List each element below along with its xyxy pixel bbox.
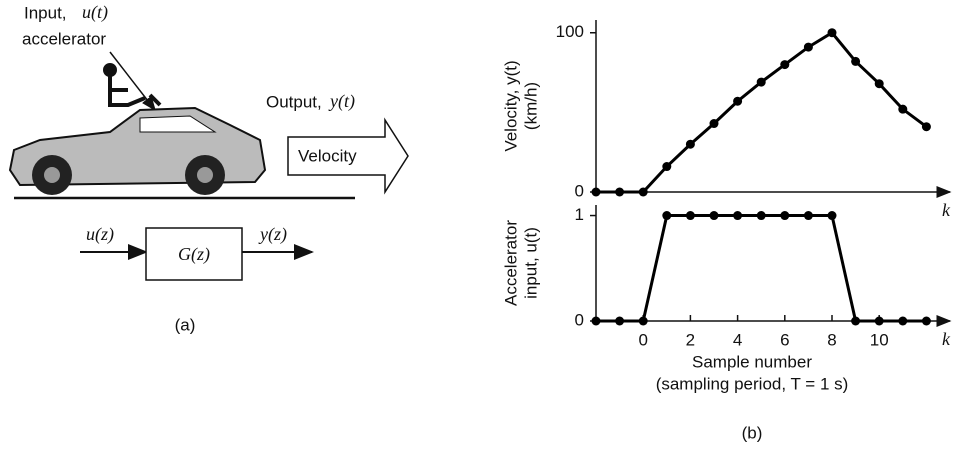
x-axis-label: k [942, 329, 951, 349]
x-tick-label: 4 [733, 330, 742, 349]
data-point [615, 316, 625, 326]
car-window [139, 115, 217, 133]
pointer [109, 51, 156, 112]
data-point [874, 316, 884, 326]
velocity-arrow [287, 117, 409, 195]
x-tick-label: 0 [638, 330, 647, 349]
driver [103, 63, 182, 122]
x-axis-note: Sample number [692, 352, 812, 371]
data-point [638, 187, 648, 197]
data-point [827, 211, 837, 221]
data-point [827, 28, 837, 38]
x-tick-label: 2 [686, 330, 695, 349]
data-point [898, 316, 908, 326]
data-point [733, 96, 743, 106]
data-point [921, 316, 931, 326]
y-axis-label: input, u(t) [521, 227, 540, 299]
input-var: u(t) [82, 2, 108, 23]
data-line [596, 30, 928, 194]
input-sub: accelerator [22, 29, 106, 48]
data-point [662, 211, 672, 221]
caption: (a) [175, 315, 196, 334]
data-point [851, 56, 861, 66]
x-axis-note: (sampling period, T = 1 s) [656, 374, 849, 393]
hub [44, 167, 60, 183]
data-point [921, 122, 931, 132]
block [145, 227, 243, 281]
data-point [733, 211, 743, 221]
block-in: u(z) [86, 224, 114, 245]
input-label: Input, [24, 3, 67, 22]
output-label: Output, [266, 92, 322, 111]
diagram: Input, u(t) accelerator Output, y(t) Vel… [8, 2, 409, 334]
data-point [756, 211, 766, 221]
arrow-label: Velocity [298, 146, 357, 165]
data-point [709, 211, 719, 221]
hub [197, 167, 213, 183]
data-point [709, 119, 719, 129]
x-tick-label: 10 [870, 330, 889, 349]
caption: (b) [742, 423, 763, 442]
data-point [591, 316, 601, 326]
y-tick-label: 1 [575, 205, 584, 224]
data-point [591, 187, 601, 197]
block-label: G(z) [178, 244, 210, 265]
data-point [685, 139, 695, 149]
y-axis-label: Accelerator [501, 220, 520, 306]
output-var: y(t) [328, 91, 355, 112]
y-tick-label: 0 [575, 181, 584, 200]
y-tick-label: 100 [556, 22, 584, 41]
data-line [596, 214, 927, 323]
data-point [898, 104, 908, 114]
x-tick-label: 6 [780, 330, 789, 349]
x-tick-label: 8 [827, 330, 836, 349]
data-point [780, 60, 790, 70]
data-point [662, 162, 672, 172]
data-point [756, 77, 766, 87]
data-point [851, 316, 861, 326]
data-point [638, 316, 648, 326]
data-point [803, 211, 813, 221]
block-out: y(z) [258, 224, 287, 245]
data-point [780, 211, 790, 221]
y-axis-label: (km/h) [521, 82, 540, 130]
data-point [803, 42, 813, 52]
data-point [615, 187, 625, 197]
y-axis-label: Velocity, y(t) [501, 60, 520, 151]
data-point [685, 211, 695, 221]
data-point [874, 79, 884, 89]
x-axis-label: k [942, 200, 951, 220]
y-tick-label: 0 [575, 310, 584, 329]
